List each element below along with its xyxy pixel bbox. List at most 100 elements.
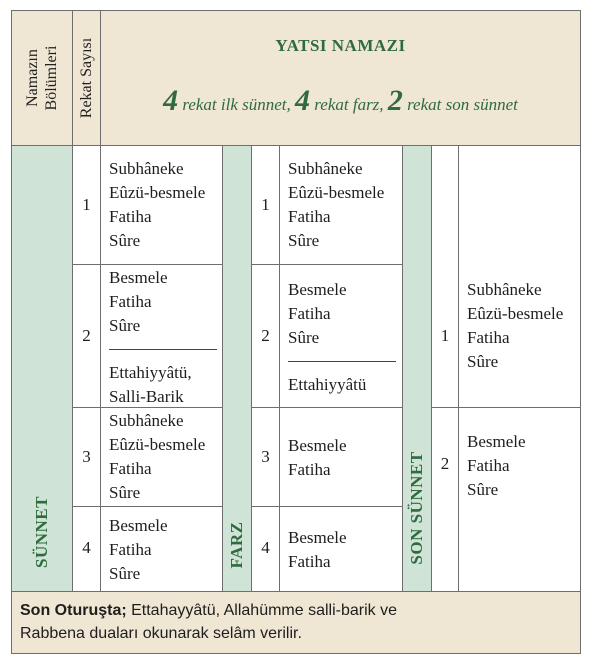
grid-line	[73, 506, 222, 507]
footer-line: Son Oturuşta; Ettahayyâtü, Allahümme sal…	[20, 599, 575, 622]
grid-line	[100, 11, 101, 591]
cell-line: Sûre	[467, 480, 499, 499]
col-label-namazin-bolumleri: Namazın Bölümleri	[12, 11, 72, 145]
cell-line: Fatiha	[109, 292, 152, 311]
col-label-line: Namazın	[24, 49, 41, 107]
cell-line: Salli-Barik	[109, 387, 184, 406]
footer-note: Son Oturuşta; Ettahayyâtü, Allahümme sal…	[20, 599, 575, 645]
cell-line: Besmele	[288, 436, 347, 455]
cell-content: Subhâneke Eûzü-besmele Fatiha Sûre	[109, 157, 205, 253]
cell-divider	[288, 361, 396, 362]
grid-line	[251, 146, 252, 591]
cell-line: Eûzü-besmele	[288, 183, 385, 202]
cell-divider	[109, 349, 217, 350]
cell-content: Besmele Fatiha Sûre	[109, 514, 168, 586]
rekat-number: 2	[261, 326, 270, 345]
cell-line: Subhâneke	[109, 159, 184, 178]
cell-line: Subhâneke	[288, 159, 363, 178]
subtitle-text: rekat son sünnet	[407, 95, 518, 114]
col-label-rekat-sayisi: Rekat Sayısı	[73, 11, 100, 145]
section-label-text: SÜNNET	[32, 496, 51, 568]
cell-line: Besmele	[288, 528, 347, 547]
cell-line: Sûre	[109, 316, 141, 335]
cell-content: Subhâneke Eûzü-besmele Fatiha Sûre	[288, 157, 384, 253]
cell-line: Sûre	[288, 231, 320, 250]
farz-column	[223, 146, 251, 591]
cell-content: Besmele Fatiha Sûre	[467, 430, 526, 502]
cell-content: Besmele Fatiha Sûre	[288, 278, 347, 350]
grid-line	[431, 146, 432, 591]
cell-line: Fatiha	[109, 207, 152, 226]
rekat-count: 4	[295, 84, 311, 117]
rekat-number: 3	[261, 447, 270, 466]
rekat-number: 2	[82, 326, 91, 345]
cell-line: Besmele	[288, 280, 347, 299]
grid-line	[252, 506, 402, 507]
rekat-count: 4	[163, 84, 179, 117]
cell-line: Besmele	[109, 268, 168, 287]
cell-line: Besmele	[467, 432, 526, 451]
grid-line	[222, 146, 223, 591]
cell-line: Fatiha	[109, 540, 152, 559]
grid-line	[279, 146, 280, 591]
rekat-number: 1	[82, 195, 91, 214]
grid-line	[72, 11, 73, 591]
cell-line: Eûzü-besmele	[109, 183, 206, 202]
rekat-number: 1	[261, 195, 270, 214]
cell-line: Eûzü-besmele	[467, 304, 564, 323]
rekat-number: 2	[440, 454, 450, 473]
cell-line: Sûre	[109, 231, 141, 250]
footer-bold: Son Oturuşta;	[20, 602, 127, 619]
cell-line: Fatiha	[288, 552, 331, 571]
cell-line: Ettahiyyâtü,	[109, 363, 192, 382]
footer-line: Rabbena duaları okunarak selâm verilir.	[20, 625, 302, 642]
cell-content: Subhâneke Eûzü-besmele Fatiha Sûre	[467, 278, 563, 374]
cell-line: Subhâneke	[467, 280, 542, 299]
cell-line: Fatiha	[109, 459, 152, 478]
section-label-text: SON SÜNNET	[407, 451, 426, 565]
cell-line: Ettahiyyâtü	[288, 375, 367, 394]
grid-line	[432, 407, 580, 408]
grid-line	[73, 264, 222, 265]
rekat-number: 4	[82, 538, 91, 557]
rekat-number: 4	[261, 538, 270, 557]
cell-line: Subhâneke	[109, 411, 184, 430]
cell-line: Fatiha	[288, 304, 331, 323]
grid-line	[402, 146, 403, 591]
grid-line	[12, 591, 580, 592]
header-background	[12, 11, 580, 145]
cell-line: Fatiha	[288, 207, 331, 226]
cell-line: Fatiha	[467, 328, 510, 347]
footer-text: Ettahayyâtü, Allahümme salli-barik ve	[126, 602, 398, 619]
cell-content: Subhâneke Eûzü-besmele Fatiha Sûre	[109, 409, 205, 505]
cell-line: Fatiha	[467, 456, 510, 475]
col-label-text: Rekat Sayısı	[77, 37, 95, 119]
grid-line	[73, 407, 222, 408]
subtitle-text: rekat farz,	[314, 95, 384, 114]
rekat-number: 3	[82, 447, 91, 466]
rekat-number: 1	[440, 326, 450, 345]
cell-content: Besmele Fatiha	[288, 526, 347, 574]
subtitle-text: rekat ilk sünnet,	[182, 95, 291, 114]
cell-line: Fatiha	[288, 460, 331, 479]
cell-line: Sûre	[109, 564, 141, 583]
page-title: YATSI NAMAZI	[275, 36, 406, 55]
grid-line	[252, 407, 402, 408]
cell-content: Besmele Fatiha Sûre	[109, 266, 168, 338]
table-border	[11, 10, 581, 654]
cell-line: Sûre	[288, 328, 320, 347]
grid-line	[252, 264, 402, 265]
rekat-count: 2	[387, 84, 403, 117]
cell-content: Besmele Fatiha	[288, 434, 347, 482]
cell-line: Sûre	[109, 483, 141, 502]
cell-content: Ettahiyyâtü, Salli-Barik	[109, 361, 192, 409]
cell-line: Eûzü-besmele	[109, 435, 206, 454]
page-subtitle: 4 rekat ilk sünnet, 4 rekat farz, 2 reka…	[101, 84, 580, 118]
cell-line: Sûre	[467, 352, 499, 371]
son-sunnet-column	[403, 146, 431, 591]
grid-line	[458, 146, 459, 591]
cell-line: Besmele	[109, 516, 168, 535]
col-label-line: Bölümleri	[43, 45, 60, 111]
sunnet-column	[12, 146, 72, 591]
footer-background	[12, 591, 580, 653]
